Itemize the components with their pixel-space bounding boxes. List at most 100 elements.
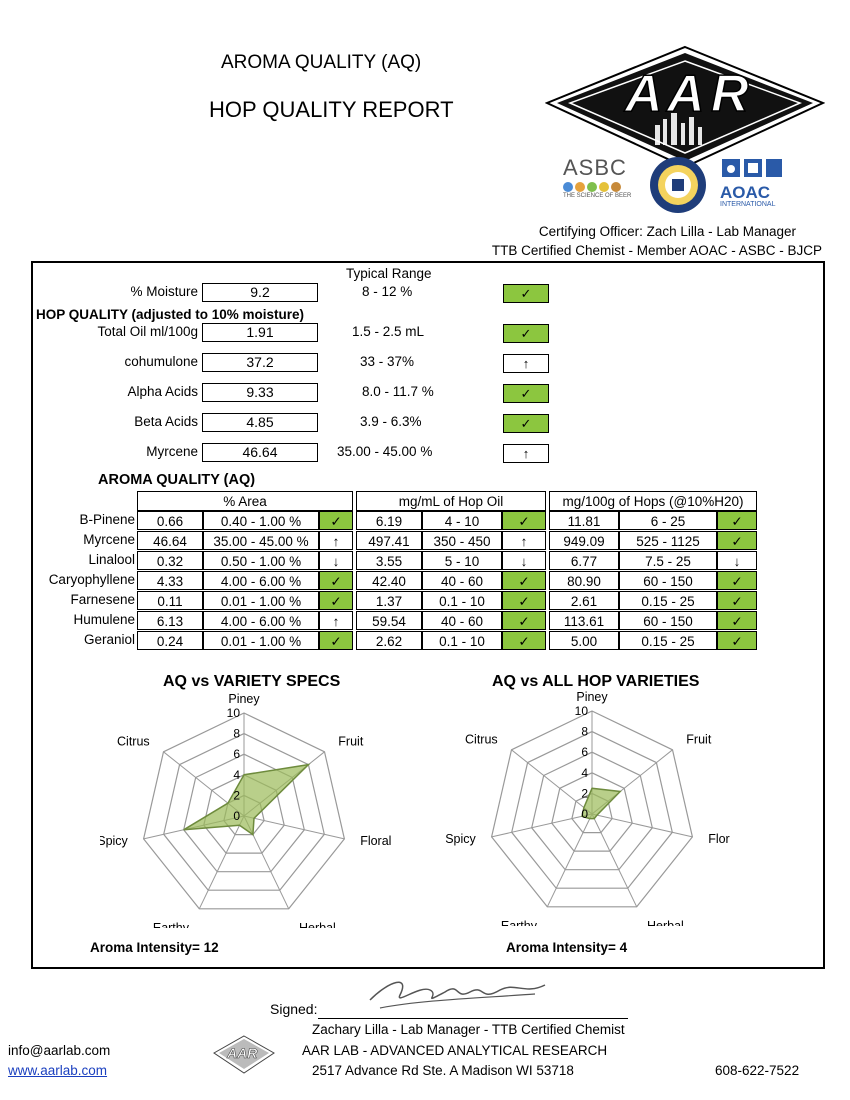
aroma-compound-name: Farnesene (70, 592, 135, 607)
aroma-cell: 5.00 (549, 631, 619, 650)
aoac-sub: INTERNATIONAL (720, 201, 776, 208)
radar-axis-label: Herbal (299, 921, 336, 928)
aroma-cell: 60 - 150 (619, 571, 717, 590)
aroma-cell: 0.15 - 25 (619, 631, 717, 650)
aroma-cell: 6.13 (137, 611, 203, 630)
aroma-cell: 4 - 10 (422, 511, 502, 530)
check-icon: ✓ (503, 414, 549, 433)
radar-spoke (198, 815, 245, 910)
aroma-quality-heading: AROMA QUALITY (AQ) (98, 472, 256, 488)
check-icon: ✓ (717, 511, 757, 530)
small-aar-logo: AAR (213, 1035, 275, 1074)
check-icon: ✓ (319, 571, 353, 590)
quality-range: 8 - 12 % (362, 284, 413, 299)
radar-grid-ring (490, 710, 694, 908)
radar-axis-label: Floral (360, 834, 391, 848)
quality-label: Myrcene (146, 444, 198, 459)
aroma-cell: 4.00 - 6.00 % (203, 571, 319, 590)
radar-data-area (183, 763, 311, 836)
quality-label: cohumulone (124, 354, 198, 369)
quality-value: 9.33 (202, 383, 318, 402)
arrow-up-icon: ↑ (319, 611, 353, 630)
radar-axis-label: Fruit (338, 735, 364, 749)
check-icon: ✓ (503, 324, 549, 343)
quality-range: 1.5 - 2.5 mL (352, 324, 425, 339)
quality-label: Alpha Acids (127, 384, 198, 399)
asbc-icons (563, 182, 633, 192)
radar-axis-label: Earthy (501, 919, 538, 926)
signed-label: Signed: (270, 1001, 318, 1017)
small-logo-text: AAR (226, 1045, 258, 1061)
aroma-cell: 40 - 60 (422, 611, 502, 630)
quality-range: 35.00 - 45.00 % (337, 444, 433, 459)
radar-grid-ring (142, 712, 346, 910)
report-title-hop: HOP QUALITY REPORT (209, 97, 454, 122)
aroma-cell: 4.33 (137, 571, 203, 590)
aroma-cell: 497.41 (356, 531, 422, 550)
aroma-cell: 113.61 (549, 611, 619, 630)
radar-spoke (591, 813, 638, 908)
check-icon: ✓ (717, 571, 757, 590)
report-frame (31, 261, 825, 969)
aroma-compound-name: B-Pinene (79, 512, 135, 527)
quality-value: 37.2 (202, 353, 318, 372)
check-icon: ✓ (502, 571, 546, 590)
arrow-up-icon: ↑ (503, 354, 549, 373)
quality-value: 1.91 (202, 323, 318, 342)
check-icon: ✓ (717, 591, 757, 610)
logo-letter-a2: A (665, 65, 705, 123)
quality-value: 9.2 (202, 283, 318, 302)
right-chart-title: AQ vs ALL HOP VARIETIES (492, 673, 700, 690)
radar-tick-label: 2 (581, 786, 588, 800)
aroma-cell: 0.15 - 25 (619, 591, 717, 610)
radar-axis-label: Earthy (153, 921, 190, 928)
radar-tick-label: 10 (227, 706, 241, 720)
aroma-cell: 1.37 (356, 591, 422, 610)
aroma-cell: 949.09 (549, 531, 619, 550)
right-aroma-intensity: Aroma Intensity= 4 (506, 940, 628, 955)
arrow-down-icon: ↓ (502, 551, 546, 570)
left-chart-title: AQ vs VARIETY SPECS (163, 673, 341, 690)
aroma-cell: 0.66 (137, 511, 203, 530)
left-aroma-intensity: Aroma Intensity= 12 (90, 940, 219, 955)
radar-axis-label: Fruit (686, 733, 712, 747)
logo-letter-r: R (711, 65, 749, 123)
aroma-cell: 3.55 (356, 551, 422, 570)
signer-name: Zachary Lilla - Lab Manager - TTB Certif… (312, 1022, 625, 1037)
radar-spoke (511, 749, 593, 815)
asbc-name: ASBC (563, 155, 627, 180)
aroma-cell: 0.01 - 1.00 % (203, 631, 319, 650)
check-icon: ✓ (319, 591, 353, 610)
aroma-cell: 6.77 (549, 551, 619, 570)
aroma-cell: 0.01 - 1.00 % (203, 591, 319, 610)
check-icon: ✓ (319, 511, 353, 530)
hop-quality-heading: HOP QUALITY (adjusted to 10% moisture) (36, 307, 305, 322)
aroma-cell: 11.81 (549, 511, 619, 530)
radar-axis-label: Herbal (647, 919, 684, 926)
asbc-tagline: THE SCIENCE OF BEER (563, 193, 632, 199)
aroma-cell: 0.11 (137, 591, 203, 610)
radar-axis-label: Spicy (445, 832, 476, 846)
aroma-cell: 525 - 1125 (619, 531, 717, 550)
lab-name: AAR LAB - ADVANCED ANALYTICAL RESEARCH (302, 1043, 608, 1058)
aroma-cell: 0.24 (137, 631, 203, 650)
aroma-cell: 0.50 - 1.00 % (203, 551, 319, 570)
aroma-cell: 2.62 (356, 631, 422, 650)
radar-tick-label: 4 (233, 768, 240, 782)
aroma-cell: 60 - 150 (619, 611, 717, 630)
radar-grid-ring (551, 772, 633, 852)
check-icon: ✓ (502, 511, 546, 530)
check-icon: ✓ (503, 384, 549, 403)
website-link[interactable]: www.aarlab.com (8, 1063, 108, 1078)
aroma-cell: 59.54 (356, 611, 422, 630)
radar-spoke (546, 813, 593, 908)
contact-email[interactable]: info@aarlab.com (8, 1043, 111, 1058)
radar-tick-label: 8 (233, 727, 240, 741)
check-icon: ✓ (717, 631, 757, 650)
radar-axis-label: Citrus (117, 735, 150, 749)
check-icon: ✓ (717, 611, 757, 630)
radar-axis-label: Piney (576, 690, 608, 704)
aroma-cell: 42.40 (356, 571, 422, 590)
radar-tick-label: 4 (581, 766, 588, 780)
